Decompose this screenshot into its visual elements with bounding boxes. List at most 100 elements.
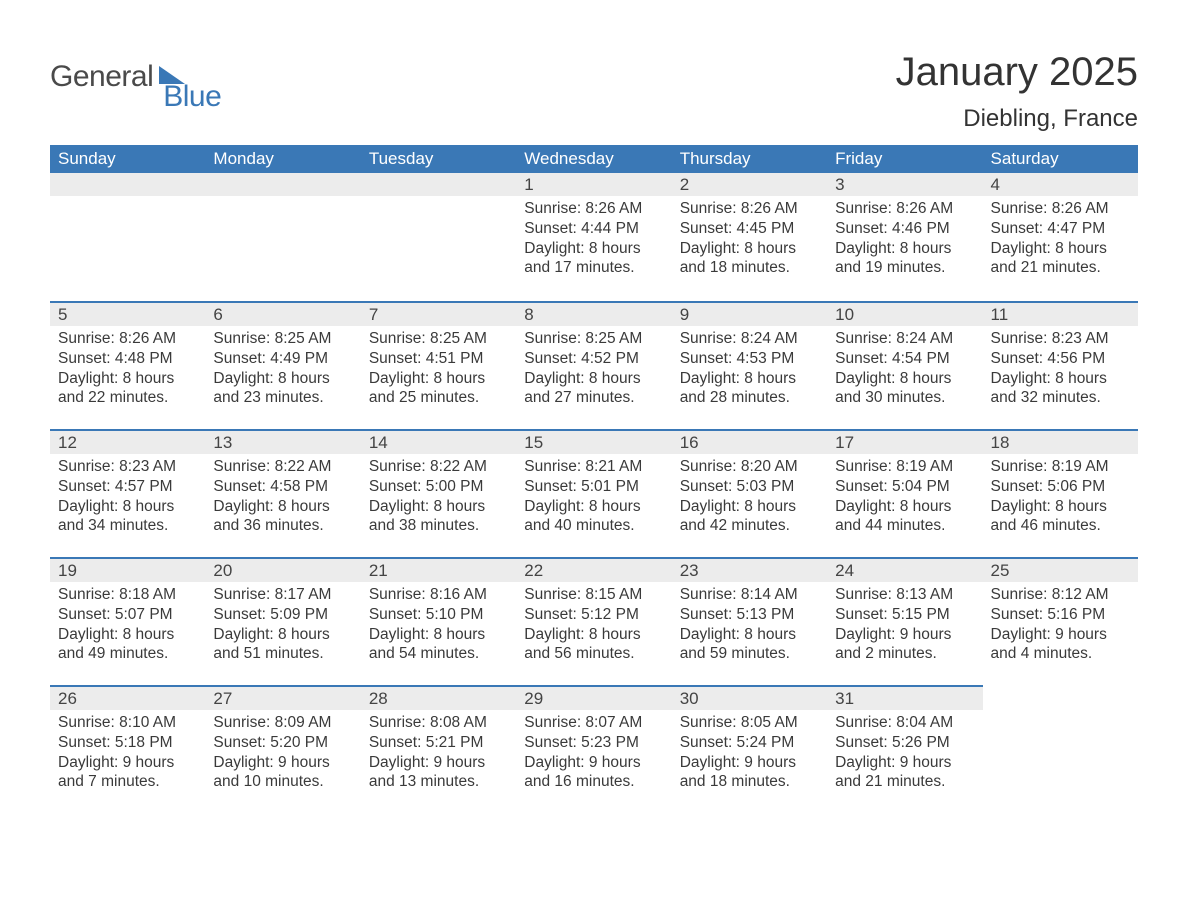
day-number-bar: 8: [516, 301, 671, 326]
calendar-day-cell: 3Sunrise: 8:26 AMSunset: 4:46 PMDaylight…: [827, 173, 982, 301]
calendar-empty-cell: [205, 173, 360, 301]
day-body: Sunrise: 8:10 AMSunset: 5:18 PMDaylight:…: [50, 710, 205, 796]
daylight-line: Daylight: 8 hours and 51 minutes.: [213, 625, 352, 665]
day-body: Sunrise: 8:07 AMSunset: 5:23 PMDaylight:…: [516, 710, 671, 796]
title-block: January 2025 Diebling, France: [896, 50, 1138, 133]
day-number-bar: 31: [827, 685, 982, 710]
calendar-day-cell: 5Sunrise: 8:26 AMSunset: 4:48 PMDaylight…: [50, 301, 205, 429]
day-number-bar: 13: [205, 429, 360, 454]
day-body: Sunrise: 8:16 AMSunset: 5:10 PMDaylight:…: [361, 582, 516, 668]
day-body: Sunrise: 8:12 AMSunset: 5:16 PMDaylight:…: [983, 582, 1138, 668]
calendar-day-cell: 12Sunrise: 8:23 AMSunset: 4:57 PMDayligh…: [50, 429, 205, 557]
daylight-line: Daylight: 8 hours and 46 minutes.: [991, 497, 1130, 537]
day-number-bar: 30: [672, 685, 827, 710]
sunset-line: Sunset: 4:52 PM: [524, 349, 663, 369]
sunrise-line: Sunrise: 8:24 AM: [835, 329, 974, 349]
sunset-line: Sunset: 5:04 PM: [835, 477, 974, 497]
daylight-line: Daylight: 9 hours and 13 minutes.: [369, 753, 508, 793]
day-body: Sunrise: 8:26 AMSunset: 4:44 PMDaylight:…: [516, 196, 671, 282]
calendar-day-cell: 19Sunrise: 8:18 AMSunset: 5:07 PMDayligh…: [50, 557, 205, 685]
sunset-line: Sunset: 5:15 PM: [835, 605, 974, 625]
daylight-line: Daylight: 8 hours and 22 minutes.: [58, 369, 197, 409]
sunrise-line: Sunrise: 8:19 AM: [991, 457, 1130, 477]
daylight-line: Daylight: 9 hours and 10 minutes.: [213, 753, 352, 793]
day-body: Sunrise: 8:26 AMSunset: 4:47 PMDaylight:…: [983, 196, 1138, 282]
calendar-row: 26Sunrise: 8:10 AMSunset: 5:18 PMDayligh…: [50, 685, 1138, 813]
day-body: Sunrise: 8:09 AMSunset: 5:20 PMDaylight:…: [205, 710, 360, 796]
sunrise-line: Sunrise: 8:22 AM: [369, 457, 508, 477]
calendar-day-cell: 25Sunrise: 8:12 AMSunset: 5:16 PMDayligh…: [983, 557, 1138, 685]
calendar-day-cell: 7Sunrise: 8:25 AMSunset: 4:51 PMDaylight…: [361, 301, 516, 429]
calendar-empty-cell: [361, 173, 516, 301]
sunset-line: Sunset: 5:26 PM: [835, 733, 974, 753]
day-number-bar: 4: [983, 173, 1138, 196]
daylight-line: Daylight: 8 hours and 17 minutes.: [524, 239, 663, 279]
day-number-bar: 16: [672, 429, 827, 454]
sunrise-line: Sunrise: 8:20 AM: [680, 457, 819, 477]
day-number-bar: 10: [827, 301, 982, 326]
calendar-day-cell: 2Sunrise: 8:26 AMSunset: 4:45 PMDaylight…: [672, 173, 827, 301]
daylight-line: Daylight: 8 hours and 28 minutes.: [680, 369, 819, 409]
weekday-header: Saturday: [983, 145, 1138, 173]
sunrise-line: Sunrise: 8:17 AM: [213, 585, 352, 605]
daylight-line: Daylight: 8 hours and 38 minutes.: [369, 497, 508, 537]
daylight-line: Daylight: 9 hours and 16 minutes.: [524, 753, 663, 793]
day-number-bar: 14: [361, 429, 516, 454]
day-body: Sunrise: 8:24 AMSunset: 4:53 PMDaylight:…: [672, 326, 827, 412]
sunrise-line: Sunrise: 8:26 AM: [680, 199, 819, 219]
day-number-bar: 7: [361, 301, 516, 326]
calendar-day-cell: 21Sunrise: 8:16 AMSunset: 5:10 PMDayligh…: [361, 557, 516, 685]
day-number-bar: 23: [672, 557, 827, 582]
day-number-bar: 25: [983, 557, 1138, 582]
day-number-bar: 27: [205, 685, 360, 710]
daylight-line: Daylight: 9 hours and 7 minutes.: [58, 753, 197, 793]
sunset-line: Sunset: 4:44 PM: [524, 219, 663, 239]
day-number-bar: 3: [827, 173, 982, 196]
day-number-bar: 17: [827, 429, 982, 454]
sunset-line: Sunset: 4:54 PM: [835, 349, 974, 369]
daylight-line: Daylight: 8 hours and 44 minutes.: [835, 497, 974, 537]
sunset-line: Sunset: 5:09 PM: [213, 605, 352, 625]
sunset-line: Sunset: 4:51 PM: [369, 349, 508, 369]
day-body: Sunrise: 8:26 AMSunset: 4:48 PMDaylight:…: [50, 326, 205, 412]
calendar-day-cell: 24Sunrise: 8:13 AMSunset: 5:15 PMDayligh…: [827, 557, 982, 685]
sunrise-line: Sunrise: 8:16 AM: [369, 585, 508, 605]
day-body: Sunrise: 8:25 AMSunset: 4:52 PMDaylight:…: [516, 326, 671, 412]
weekday-header-row: SundayMondayTuesdayWednesdayThursdayFrid…: [50, 145, 1138, 173]
calendar-day-cell: 23Sunrise: 8:14 AMSunset: 5:13 PMDayligh…: [672, 557, 827, 685]
daylight-line: Daylight: 8 hours and 36 minutes.: [213, 497, 352, 537]
daylight-line: Daylight: 8 hours and 27 minutes.: [524, 369, 663, 409]
daylight-line: Daylight: 8 hours and 32 minutes.: [991, 369, 1130, 409]
sunset-line: Sunset: 4:48 PM: [58, 349, 197, 369]
calendar-day-cell: 30Sunrise: 8:05 AMSunset: 5:24 PMDayligh…: [672, 685, 827, 813]
calendar-day-cell: 9Sunrise: 8:24 AMSunset: 4:53 PMDaylight…: [672, 301, 827, 429]
day-number-bar: 12: [50, 429, 205, 454]
day-body: Sunrise: 8:20 AMSunset: 5:03 PMDaylight:…: [672, 454, 827, 540]
calendar-day-cell: 1Sunrise: 8:26 AMSunset: 4:44 PMDaylight…: [516, 173, 671, 301]
sunset-line: Sunset: 5:03 PM: [680, 477, 819, 497]
calendar-empty-cell: [983, 685, 1138, 813]
sunset-line: Sunset: 5:00 PM: [369, 477, 508, 497]
sunset-line: Sunset: 5:07 PM: [58, 605, 197, 625]
day-number-bar: 11: [983, 301, 1138, 326]
sunrise-line: Sunrise: 8:15 AM: [524, 585, 663, 605]
calendar-row: 1Sunrise: 8:26 AMSunset: 4:44 PMDaylight…: [50, 173, 1138, 301]
day-number-bar: 6: [205, 301, 360, 326]
sunrise-line: Sunrise: 8:12 AM: [991, 585, 1130, 605]
sunrise-line: Sunrise: 8:18 AM: [58, 585, 197, 605]
day-body: Sunrise: 8:14 AMSunset: 5:13 PMDaylight:…: [672, 582, 827, 668]
sunset-line: Sunset: 5:18 PM: [58, 733, 197, 753]
calendar-thead: SundayMondayTuesdayWednesdayThursdayFrid…: [50, 145, 1138, 173]
day-number-bar: 15: [516, 429, 671, 454]
sunset-line: Sunset: 4:58 PM: [213, 477, 352, 497]
day-number-bar: 21: [361, 557, 516, 582]
daylight-line: Daylight: 8 hours and 19 minutes.: [835, 239, 974, 279]
day-body: Sunrise: 8:23 AMSunset: 4:56 PMDaylight:…: [983, 326, 1138, 412]
sunrise-line: Sunrise: 8:25 AM: [369, 329, 508, 349]
page-header: General Blue January 2025 Diebling, Fran…: [50, 50, 1138, 133]
sunrise-line: Sunrise: 8:22 AM: [213, 457, 352, 477]
calendar-day-cell: 22Sunrise: 8:15 AMSunset: 5:12 PMDayligh…: [516, 557, 671, 685]
day-body: Sunrise: 8:04 AMSunset: 5:26 PMDaylight:…: [827, 710, 982, 796]
sunrise-line: Sunrise: 8:14 AM: [680, 585, 819, 605]
sunrise-line: Sunrise: 8:23 AM: [991, 329, 1130, 349]
